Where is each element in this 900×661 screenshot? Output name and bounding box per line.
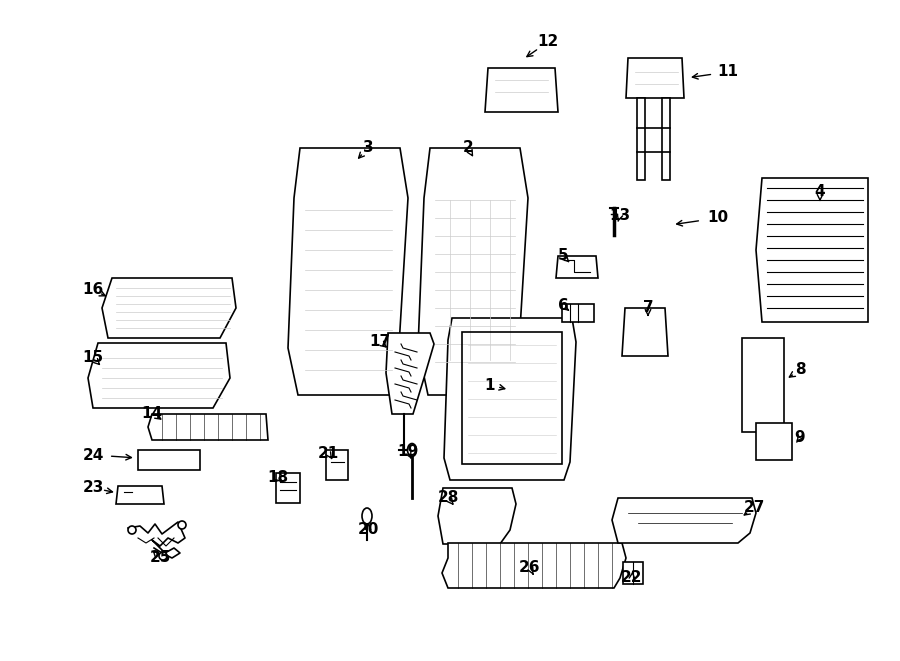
Bar: [662, 98, 670, 180]
Ellipse shape: [362, 508, 372, 524]
Polygon shape: [444, 318, 576, 480]
Text: 15: 15: [83, 350, 104, 366]
Text: 1: 1: [485, 377, 495, 393]
Text: 27: 27: [743, 500, 765, 516]
Polygon shape: [756, 178, 868, 322]
Bar: [276, 473, 300, 503]
Polygon shape: [442, 543, 626, 588]
Bar: [326, 450, 348, 480]
Text: 7: 7: [643, 301, 653, 315]
Text: 19: 19: [398, 444, 418, 459]
Text: 2: 2: [463, 141, 473, 155]
Text: 24: 24: [82, 447, 104, 463]
Text: 26: 26: [519, 561, 541, 576]
Polygon shape: [102, 278, 236, 338]
Text: 6: 6: [558, 299, 569, 313]
Polygon shape: [742, 338, 784, 432]
Circle shape: [178, 521, 186, 529]
Bar: [562, 304, 594, 322]
Polygon shape: [288, 148, 408, 395]
Text: 14: 14: [141, 405, 163, 420]
Text: 5: 5: [558, 249, 568, 264]
Polygon shape: [418, 148, 528, 395]
Circle shape: [159, 552, 167, 560]
Text: 16: 16: [83, 282, 104, 297]
Polygon shape: [626, 58, 684, 98]
Text: 17: 17: [369, 334, 391, 350]
Polygon shape: [88, 343, 230, 408]
Text: 8: 8: [795, 362, 806, 377]
Bar: [623, 562, 643, 584]
Text: 25: 25: [149, 551, 171, 566]
Text: 20: 20: [357, 522, 379, 537]
Text: 28: 28: [437, 490, 459, 506]
Polygon shape: [438, 488, 516, 544]
Polygon shape: [148, 414, 268, 440]
Text: 22: 22: [621, 570, 643, 586]
Polygon shape: [612, 498, 756, 543]
Polygon shape: [556, 256, 598, 278]
Bar: [462, 332, 562, 464]
Text: 10: 10: [707, 210, 729, 225]
Polygon shape: [386, 333, 434, 414]
Bar: [637, 98, 645, 180]
Text: 3: 3: [363, 141, 374, 155]
Text: 18: 18: [267, 471, 289, 485]
Circle shape: [128, 526, 136, 534]
Polygon shape: [485, 68, 558, 112]
Bar: [138, 450, 200, 470]
Text: 4: 4: [814, 184, 825, 200]
Text: 12: 12: [537, 34, 559, 50]
Text: 11: 11: [717, 65, 739, 79]
Polygon shape: [756, 423, 792, 460]
Text: 13: 13: [609, 208, 631, 223]
Text: 9: 9: [795, 430, 806, 444]
Ellipse shape: [408, 444, 417, 457]
Polygon shape: [622, 308, 668, 356]
Text: 21: 21: [318, 446, 338, 461]
Polygon shape: [116, 486, 164, 504]
Text: 23: 23: [82, 481, 104, 496]
